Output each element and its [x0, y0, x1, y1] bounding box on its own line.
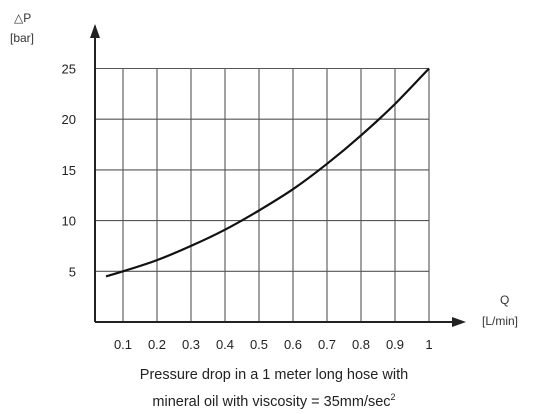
x-tick-label: 0.8 [352, 337, 370, 352]
y-axis-label: △P [14, 11, 31, 25]
x-axis-label: Q [500, 293, 509, 307]
x-tick-label: 0.2 [148, 337, 166, 352]
pressure-drop-curve [105, 67, 430, 278]
x-axis-unit: [L/min] [482, 314, 518, 328]
y-axis-arrow [90, 24, 100, 38]
caption-line-1: Pressure drop in a 1 meter long hose wit… [139, 367, 409, 383]
x-tick-label: 0.1 [114, 337, 132, 352]
chart-caption: Pressure drop in a 1 meter long hose wit… [0, 364, 548, 413]
y-axis-unit: [bar] [10, 31, 34, 45]
x-tick-label: 1 [425, 337, 432, 352]
y-tick-label: 5 [69, 264, 76, 279]
x-axis-arrow [452, 317, 466, 327]
x-tick-label: 0.3 [182, 337, 200, 352]
x-tick-label: 0.4 [216, 337, 234, 352]
y-tick-label: 20 [62, 112, 76, 127]
y-tick-label: 25 [62, 62, 76, 77]
grid [94, 67, 430, 322]
y-tick-label: 10 [62, 214, 76, 229]
y-tick-label: 15 [62, 163, 76, 178]
series-layer [105, 67, 430, 278]
x-tick-label: 0.7 [318, 337, 336, 352]
x-tick-label: 0.9 [386, 337, 404, 352]
caption-line-2-text: mineral oil with viscosity = 35mm/sec [152, 393, 391, 410]
x-tick-label: 0.6 [284, 337, 302, 352]
x-tick-label: 0.5 [250, 337, 268, 352]
caption-superscript: 2 [390, 392, 396, 402]
axes [90, 24, 466, 327]
caption-line-2: mineral oil with viscosity = 35mm/sec2 [0, 386, 548, 413]
